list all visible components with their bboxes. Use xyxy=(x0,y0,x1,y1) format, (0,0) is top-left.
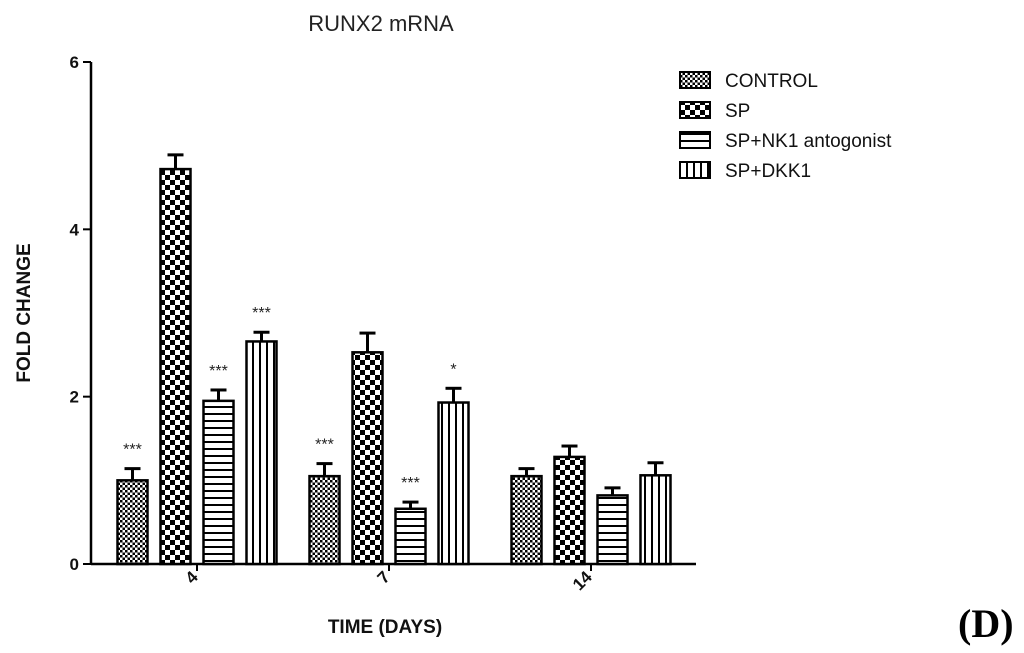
chart-title: RUNX2 mRNA xyxy=(308,11,454,36)
legend-label-sp: SP xyxy=(725,101,750,122)
legend-swatch-sp-nk1-antogonist xyxy=(679,131,711,149)
legend: CONTROL SP SP+NK1 antogonist SP+DKK1 xyxy=(679,71,892,182)
bar-sp-day-7 xyxy=(351,351,384,566)
y-tick-label-2: 2 xyxy=(70,388,79,407)
bar-sp-nk1-antogonist-day-4 xyxy=(202,399,235,566)
significance-label: *** xyxy=(252,305,271,322)
significance-label: *** xyxy=(401,475,420,492)
bar-control-day-4 xyxy=(116,479,149,566)
y-tick-label-0: 0 xyxy=(70,555,79,574)
bar-sp-nk1-antogonist-day-14 xyxy=(596,494,629,566)
bars-group: **************** xyxy=(116,153,672,566)
significance-label: *** xyxy=(315,437,334,454)
legend-label-control: CONTROL xyxy=(725,71,818,92)
y-tick-label-4: 4 xyxy=(70,220,80,239)
significance-label: *** xyxy=(123,442,142,459)
x-tick-label-14: 14 xyxy=(569,567,596,594)
y-axis-label: FOLD CHANGE xyxy=(14,243,35,382)
legend-swatch-control xyxy=(679,71,711,89)
legend-swatch-sp xyxy=(679,101,711,119)
bar-sp-dkk1-day-7 xyxy=(437,401,470,566)
legend-swatch-sp-dkk1 xyxy=(679,161,711,179)
x-tick-label-7: 7 xyxy=(374,567,394,587)
bar-sp-day-4 xyxy=(159,167,192,566)
x-axis-label: TIME (DAYS) xyxy=(328,617,442,638)
x-tick-label-4: 4 xyxy=(182,567,203,588)
legend-label-sp-dkk1: SP+DKK1 xyxy=(725,161,811,182)
bar-control-day-7 xyxy=(308,474,341,566)
panel-label: (D) xyxy=(958,601,1014,646)
bar-sp-nk1-antogonist-day-7 xyxy=(394,507,427,566)
bar-control-day-14 xyxy=(510,474,543,566)
bar-sp-day-14 xyxy=(553,455,586,566)
bar-sp-dkk1-day-4 xyxy=(245,340,278,566)
legend-label-sp-nk1-antogonist: SP+NK1 antogonist xyxy=(725,131,892,152)
significance-label: *** xyxy=(209,363,228,380)
significance-label: * xyxy=(450,361,456,378)
bar-sp-dkk1-day-14 xyxy=(639,474,672,566)
y-tick-label-6: 6 xyxy=(70,53,79,72)
